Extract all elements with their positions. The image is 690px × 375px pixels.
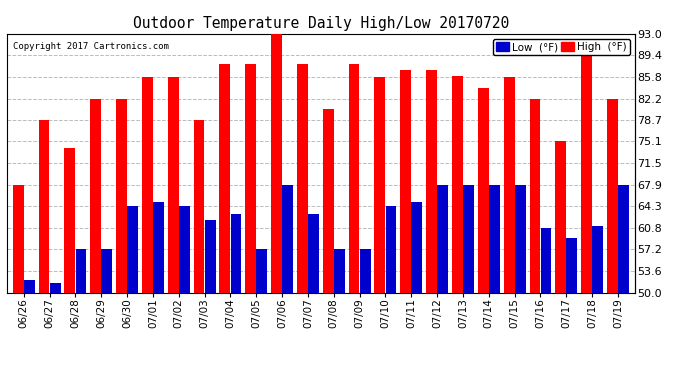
Bar: [386, 207, 397, 292]
Bar: [179, 207, 190, 292]
Bar: [348, 64, 359, 292]
Bar: [478, 88, 489, 292]
Bar: [282, 185, 293, 292]
Bar: [504, 77, 515, 292]
Bar: [219, 64, 230, 292]
Bar: [489, 185, 500, 292]
Bar: [24, 280, 34, 292]
Bar: [529, 99, 540, 292]
Bar: [308, 214, 319, 292]
Bar: [101, 249, 112, 292]
Bar: [426, 70, 437, 292]
Bar: [515, 185, 526, 292]
Bar: [245, 64, 256, 292]
Bar: [297, 64, 308, 292]
Bar: [50, 284, 61, 292]
Legend: Low  (°F), High  (°F): Low (°F), High (°F): [493, 39, 629, 56]
Bar: [323, 109, 334, 292]
Bar: [334, 249, 345, 292]
Bar: [116, 99, 127, 292]
Bar: [541, 228, 551, 292]
Bar: [142, 77, 152, 292]
Text: Copyright 2017 Cartronics.com: Copyright 2017 Cartronics.com: [13, 42, 169, 51]
Bar: [592, 226, 603, 292]
Bar: [463, 185, 474, 292]
Bar: [127, 207, 138, 292]
Bar: [39, 120, 50, 292]
Bar: [168, 77, 179, 292]
Bar: [64, 148, 75, 292]
Bar: [411, 202, 422, 292]
Bar: [581, 56, 592, 292]
Bar: [230, 214, 241, 292]
Bar: [555, 141, 566, 292]
Bar: [359, 249, 371, 292]
Bar: [437, 185, 448, 292]
Title: Outdoor Temperature Daily High/Low 20170720: Outdoor Temperature Daily High/Low 20170…: [132, 16, 509, 31]
Bar: [194, 120, 204, 292]
Bar: [607, 99, 618, 292]
Bar: [153, 202, 164, 292]
Bar: [12, 185, 23, 292]
Bar: [205, 220, 215, 292]
Bar: [566, 238, 578, 292]
Bar: [271, 34, 282, 292]
Bar: [375, 77, 385, 292]
Bar: [618, 185, 629, 292]
Bar: [452, 76, 463, 292]
Bar: [257, 249, 267, 292]
Bar: [90, 99, 101, 292]
Bar: [400, 70, 411, 292]
Bar: [75, 249, 86, 292]
